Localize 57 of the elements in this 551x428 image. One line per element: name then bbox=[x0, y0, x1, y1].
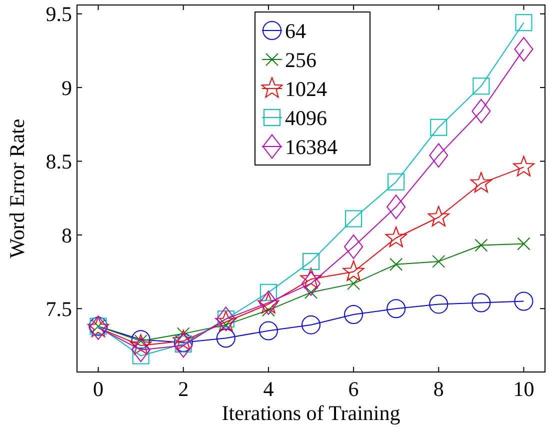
point bbox=[386, 194, 406, 220]
point bbox=[215, 310, 237, 332]
legend-label: 256 bbox=[285, 48, 316, 72]
y-tick-label: 7.5 bbox=[46, 296, 72, 321]
point bbox=[515, 14, 532, 32]
point bbox=[344, 234, 364, 259]
point bbox=[472, 98, 491, 124]
point bbox=[514, 292, 534, 311]
point bbox=[344, 305, 364, 324]
x-tick-label: 4 bbox=[263, 377, 274, 401]
point bbox=[345, 210, 362, 228]
x-axis-title: Iterations of Training bbox=[222, 401, 401, 425]
legend-label: 4096 bbox=[285, 106, 327, 130]
point bbox=[472, 293, 491, 312]
point bbox=[260, 284, 277, 301]
point bbox=[304, 286, 318, 299]
y-axis-title: Word Error Rate bbox=[5, 118, 29, 258]
point bbox=[474, 238, 488, 252]
point bbox=[428, 206, 450, 226]
point bbox=[174, 333, 193, 358]
point bbox=[216, 328, 236, 348]
point bbox=[472, 78, 490, 95]
x-tick-label: 6 bbox=[348, 377, 359, 401]
point bbox=[470, 172, 492, 193]
y-tick-label: 8.5 bbox=[46, 150, 72, 174]
y-tick-label: 8 bbox=[62, 223, 72, 248]
point bbox=[342, 260, 364, 282]
point bbox=[517, 237, 530, 250]
y-tick-label: 9.5 bbox=[46, 2, 72, 26]
point bbox=[347, 277, 360, 290]
point bbox=[130, 334, 152, 355]
legend-label: 1024 bbox=[285, 76, 328, 101]
legend-label: 16384 bbox=[285, 134, 338, 159]
point bbox=[302, 252, 320, 270]
point bbox=[300, 268, 322, 288]
point bbox=[302, 315, 320, 334]
legend-label: 64 bbox=[285, 18, 306, 43]
x-tick-label: 0 bbox=[93, 377, 104, 401]
point bbox=[302, 271, 320, 296]
x-tick-label: 10 bbox=[513, 377, 534, 401]
point bbox=[430, 118, 448, 136]
point bbox=[388, 173, 405, 190]
point bbox=[386, 299, 406, 318]
point bbox=[172, 330, 194, 350]
point bbox=[514, 37, 534, 62]
point bbox=[385, 226, 407, 248]
point bbox=[390, 258, 403, 271]
point bbox=[512, 156, 534, 176]
point bbox=[258, 321, 278, 340]
point bbox=[429, 294, 448, 314]
point bbox=[131, 338, 150, 362]
point bbox=[432, 254, 446, 268]
y-tick-label: 9 bbox=[62, 76, 72, 100]
point bbox=[216, 306, 236, 332]
point bbox=[429, 143, 448, 168]
x-tick-label: 2 bbox=[178, 377, 189, 401]
x-tick-label: 8 bbox=[433, 377, 444, 401]
